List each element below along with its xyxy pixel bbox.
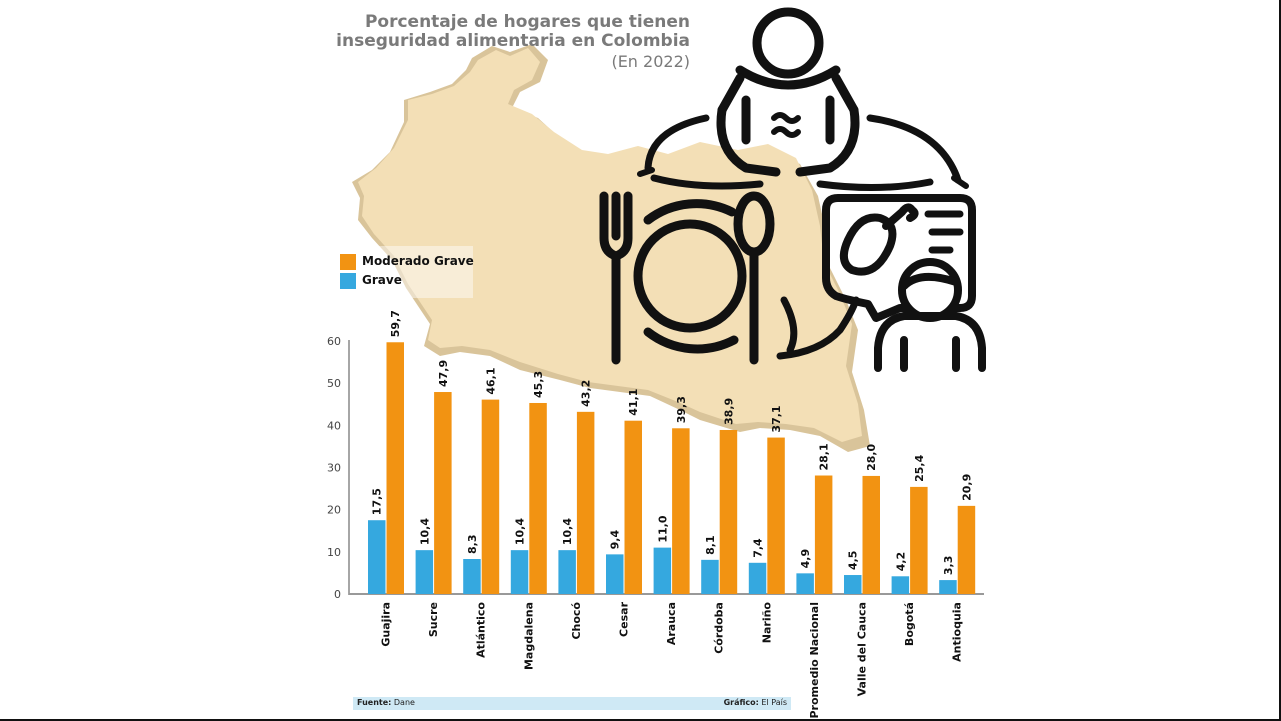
bar-moderado [576, 411, 595, 594]
value-label: 7,4 [752, 538, 765, 558]
value-label: 10,4 [514, 518, 527, 545]
category-label: Valle del Cauca [856, 602, 869, 696]
chart-title-line2: inseguridad alimentaria en Colombia [336, 31, 690, 51]
y-tick-label: 10 [327, 546, 341, 559]
bar-grave [558, 550, 576, 594]
chart-title-line1: Porcentaje de hogares que tienen [364, 12, 690, 32]
person-hungry-icon [637, 7, 969, 192]
value-label: 38,9 [722, 398, 735, 425]
y-tick-label: 20 [327, 504, 341, 517]
value-label: 10,4 [418, 518, 431, 545]
bar-grave [463, 559, 481, 594]
credit-value: El País [761, 698, 787, 707]
value-label: 8,3 [466, 535, 479, 555]
value-label: 25,4 [913, 454, 926, 481]
legend: Moderado Grave Grave [337, 246, 474, 298]
footer-bar: Fuente: Dane Gráfico: El País [353, 697, 791, 710]
person-icon [874, 258, 986, 372]
bar-grave [653, 547, 672, 594]
legend-swatch-grave [340, 273, 356, 289]
value-label: 45,3 [532, 371, 545, 398]
chicken-leg-speech-bubble-icon [822, 194, 976, 322]
plate-fork-spoon-icon [599, 191, 860, 365]
bar-grave [510, 550, 529, 594]
category-label: Córdoba [713, 602, 726, 654]
category-label: Guajira [380, 602, 393, 647]
bar-grave [939, 580, 957, 594]
credit-label: Gráfico: [723, 698, 759, 707]
bar-grave [415, 550, 434, 594]
value-label: 11,0 [656, 515, 669, 542]
bar-moderado [767, 437, 785, 594]
value-label: 43,2 [580, 380, 593, 407]
value-label: 20,9 [960, 474, 973, 501]
source-note: Fuente: Dane [357, 698, 415, 707]
bar-moderado [529, 402, 547, 594]
chart-title: Porcentaje de hogares que tienen insegur… [330, 13, 690, 51]
y-tick-label: 0 [334, 588, 341, 601]
legend-label-grave: Grave [362, 273, 402, 287]
category-label: Magdalena [522, 602, 535, 670]
y-tick-label: 40 [327, 419, 341, 432]
bar-grave [891, 576, 910, 594]
bar-grave [796, 573, 814, 594]
category-label: Bogotá [903, 602, 916, 646]
credit-note: Gráfico: El País [724, 698, 787, 707]
value-labels: 17,5 59,7 10,4 47,9 8,3 46,1 10,4 45,3 10,4 43,2 9… [371, 310, 974, 575]
category-label: Antioquia [951, 602, 964, 662]
category-label: Cesar [618, 601, 631, 637]
category-label: Promedio Nacional [808, 602, 821, 719]
value-label: 41,1 [627, 389, 640, 416]
value-label: 10,4 [561, 518, 574, 545]
value-label: 17,5 [371, 488, 384, 515]
value-label: 3,3 [942, 556, 955, 576]
bar-grave [748, 562, 767, 594]
bar-grave [701, 559, 719, 594]
category-labels: Guajira Sucre Atlántico Magdalena Chocó Cesar… [380, 601, 964, 718]
source-label: Fuente: [357, 698, 392, 707]
category-label: Chocó [570, 602, 583, 640]
bar-moderado [434, 392, 452, 594]
bar-moderado [386, 342, 404, 594]
value-label: 39,3 [675, 396, 688, 423]
category-label: Arauca [665, 602, 678, 645]
bar-grave [844, 575, 862, 594]
legend-label-moderado: Moderado Grave [362, 254, 474, 268]
bar-moderado [862, 475, 880, 594]
bar-grave [368, 520, 386, 594]
value-label: 28,1 [818, 443, 831, 470]
bars [368, 342, 976, 594]
y-tick-label: 60 [327, 335, 341, 348]
chart-subtitle: (En 2022) [611, 52, 690, 71]
value-label: 4,2 [894, 552, 907, 572]
value-label: 4,5 [847, 551, 860, 571]
bar-grave [606, 554, 624, 594]
bar-moderado [910, 486, 928, 594]
y-tick-label: 50 [327, 377, 341, 390]
bar-moderado [719, 429, 738, 594]
bar-moderado [814, 475, 833, 594]
bar-moderado [481, 399, 500, 594]
category-label: Atlántico [475, 602, 488, 658]
value-label: 46,1 [484, 367, 497, 394]
legend-swatch-moderado [340, 254, 356, 270]
map-top [358, 48, 862, 442]
value-label: 28,0 [865, 443, 878, 470]
bar-moderado [624, 420, 642, 594]
bar-moderado [957, 505, 976, 594]
y-tick-label: 30 [327, 462, 341, 475]
category-label: Sucre [427, 602, 440, 637]
value-label: 59,7 [389, 310, 402, 337]
source-value: Dane [393, 698, 415, 707]
value-label: 37,1 [770, 405, 783, 432]
category-label: Nariño [760, 602, 773, 644]
value-label: 8,1 [704, 535, 717, 555]
value-label: 9,4 [609, 530, 622, 550]
bar-moderado [672, 428, 690, 594]
value-label: 47,9 [437, 360, 450, 387]
value-label: 4,9 [799, 549, 812, 569]
y-axis-ticks: 0 10 20 30 40 50 60 [327, 335, 341, 601]
